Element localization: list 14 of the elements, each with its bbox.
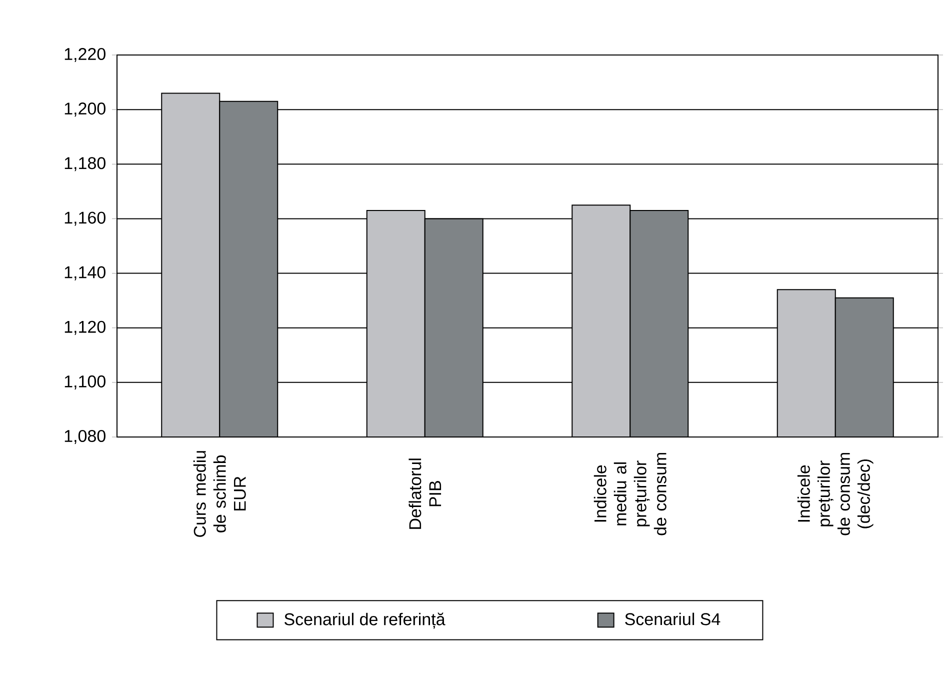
y-tick-label: 1,220 xyxy=(64,48,106,62)
legend-label: Scenariul S4 xyxy=(625,612,720,626)
y-tick-label: 1,180 xyxy=(64,157,106,172)
y-tick-label: 1,080 xyxy=(64,430,106,444)
y-tick-label: 1,140 xyxy=(64,266,106,280)
x-tick-label: Curs mediu de schimb EUR xyxy=(193,451,246,537)
y-tick-label: 1,160 xyxy=(64,212,106,226)
y-tick-label: 1,200 xyxy=(64,102,106,117)
x-tick-label: Deflatorul PIB xyxy=(408,458,442,529)
x-tick-label: Indicele prețurilor de consum (dec/dec) xyxy=(797,452,874,536)
x-tick-label: Indicele mediu al prețurilor de consum xyxy=(594,452,666,536)
y-tick-label: 1,100 xyxy=(64,375,106,390)
y-tick-label: 1,120 xyxy=(64,320,106,335)
legend-label: Scenariul de referință xyxy=(284,612,446,629)
